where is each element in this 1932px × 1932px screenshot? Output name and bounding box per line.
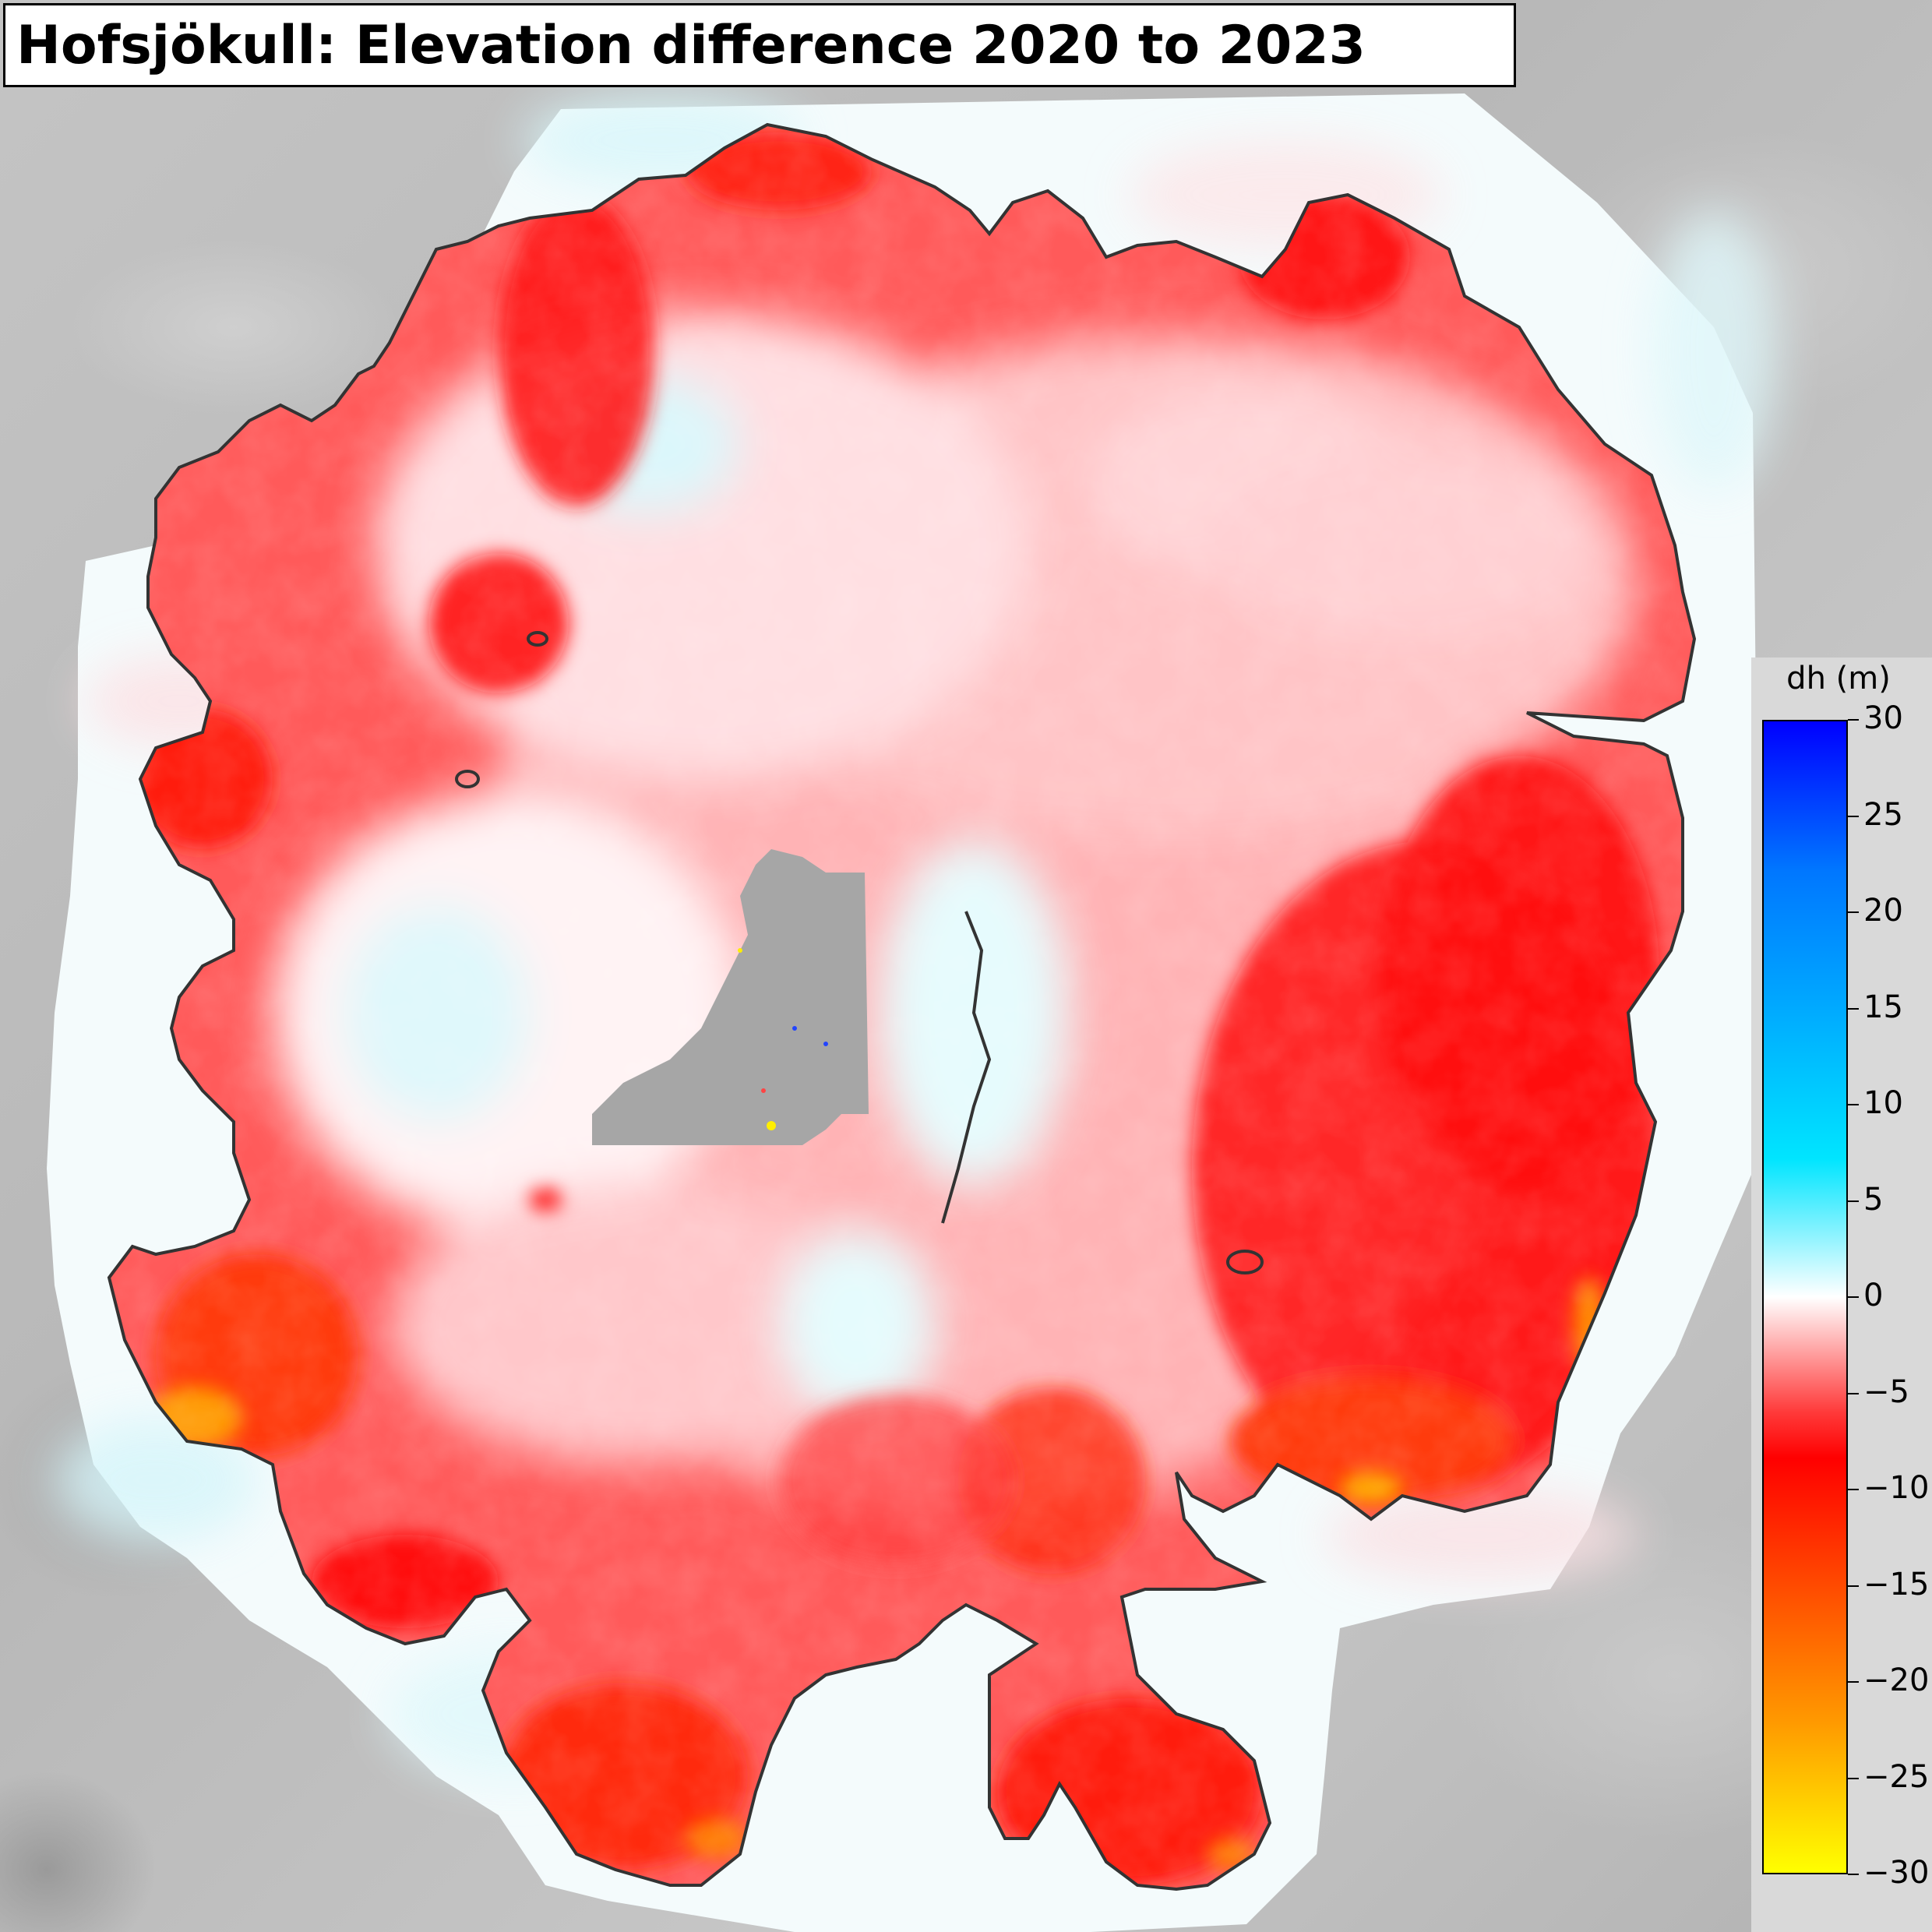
map-title: Hofsjökull: Elevation difference 2020 to… — [3, 3, 1516, 87]
colorbar-tick-mark — [1848, 1200, 1859, 1202]
colorbar-tick-label: 20 — [1863, 893, 1903, 929]
colorbar-tick-label: −25 — [1863, 1758, 1930, 1795]
colorbar-tick-label: 10 — [1863, 1085, 1903, 1121]
colorbar-tick-mark — [1848, 1296, 1859, 1298]
colorbar-gradient — [1762, 720, 1848, 1874]
colorbar-tick-label: −10 — [1863, 1470, 1930, 1506]
colorbar-tick-mark — [1848, 815, 1859, 817]
colorbar-tick-mark — [1848, 1874, 1859, 1875]
colorbar-tick-label: 30 — [1863, 700, 1903, 736]
colorbar-tick-label: −5 — [1863, 1373, 1909, 1410]
colorbar-tick-mark — [1848, 1681, 1859, 1683]
glacier-outline — [107, 122, 1697, 1891]
colorbar-tick-label: −15 — [1863, 1566, 1930, 1602]
colorbar-tick-mark — [1848, 1104, 1859, 1105]
colorbar-tick-mark — [1848, 719, 1859, 721]
colorbar-tick-label: 25 — [1863, 796, 1903, 833]
colorbar-tick-mark — [1848, 1585, 1859, 1587]
colorbar-tick-label: 0 — [1863, 1278, 1884, 1313]
colorbar-tick-mark — [1848, 1489, 1859, 1490]
colorbar-tick-mark — [1848, 1007, 1859, 1010]
colorbar-tick-label: −20 — [1863, 1662, 1930, 1698]
colorbar-tick-label: 5 — [1863, 1181, 1884, 1218]
colorbar-tick-label: −30 — [1863, 1855, 1930, 1891]
colorbar-tick-mark — [1848, 1777, 1859, 1779]
colorbar-label: dh (m) — [1786, 661, 1891, 696]
nunatak-outlines — [455, 631, 1264, 1274]
colorbar-tick-mark — [1848, 911, 1859, 913]
colorbar-tick-mark — [1848, 1392, 1859, 1394]
colorbar-tick-label: 15 — [1863, 989, 1903, 1025]
no-data-speckles — [738, 948, 828, 1130]
no-data-area — [592, 849, 869, 1145]
